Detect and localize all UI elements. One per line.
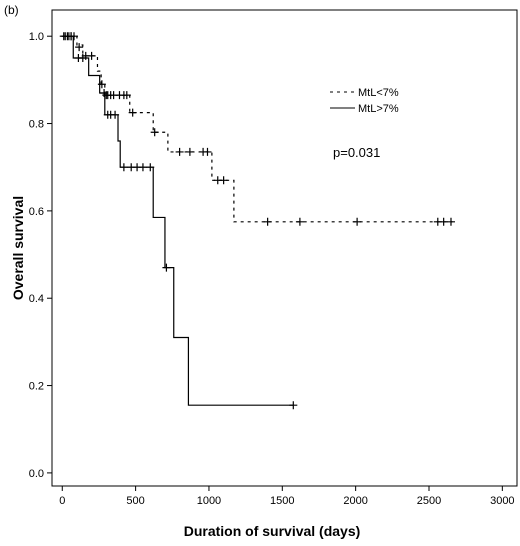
survival-curve	[62, 35, 294, 406]
censor-mark	[150, 128, 159, 137]
x-tick-label: 1000	[197, 495, 221, 507]
censor-mark	[353, 217, 362, 226]
censor-mark	[203, 147, 212, 156]
censor-mark	[67, 32, 76, 41]
x-tick-label: 2500	[417, 495, 441, 507]
series-mtl-high	[59, 32, 298, 410]
censor-mark	[439, 217, 448, 226]
x-tick-label: 0	[59, 495, 65, 507]
x-tick-label: 3000	[490, 495, 514, 507]
p-value-annotation: p=0.031	[333, 145, 380, 160]
censor-mark	[175, 147, 184, 156]
y-tick-label: 0.0	[29, 468, 44, 480]
y-tick-label: 0.4	[29, 293, 44, 305]
censor-mark	[122, 91, 131, 100]
censor-mark	[219, 176, 228, 185]
censor-mark	[446, 217, 455, 226]
series-layer	[59, 32, 455, 410]
censor-mark	[100, 88, 109, 97]
legend-label-low: MtL<7%	[358, 87, 399, 99]
censor-mark	[75, 43, 84, 52]
censor-mark	[59, 32, 68, 41]
censor-mark	[263, 217, 272, 226]
y-tick-label: 0.2	[29, 381, 44, 393]
y-tick-label: 1.0	[29, 31, 44, 43]
x-tick-label: 2000	[343, 495, 367, 507]
censor-mark	[185, 147, 194, 156]
series-mtl-low	[61, 32, 455, 226]
x-tick-label: 500	[126, 495, 144, 507]
censor-mark	[289, 401, 298, 410]
plot-frame	[51, 9, 518, 487]
censor-mark	[119, 163, 128, 172]
x-axis-title: Duration of survival (days)	[184, 523, 361, 539]
censor-mark	[78, 54, 87, 63]
y-tick-label: 0.8	[29, 119, 44, 131]
survival-curve	[62, 35, 453, 223]
censor-mark	[162, 263, 171, 272]
censor-mark	[295, 217, 304, 226]
censor-mark	[111, 110, 120, 119]
legend: MtL<7% MtL>7%	[330, 87, 399, 115]
axes: 0 500 1000 1500 2000 2500 3000 0.0 0.2 0.4 0.6 0.8 1…	[29, 31, 515, 507]
legend-label-high: MtL>7%	[358, 103, 399, 115]
censor-mark	[146, 163, 155, 172]
censor-mark	[138, 163, 147, 172]
x-tick-label: 1500	[270, 495, 294, 507]
panel-label: (b)	[4, 3, 19, 17]
censor-mark	[87, 51, 96, 60]
y-tick-label: 0.6	[29, 206, 44, 218]
y-axis-title: Overall survival	[10, 196, 26, 300]
censor-mark	[128, 108, 137, 117]
